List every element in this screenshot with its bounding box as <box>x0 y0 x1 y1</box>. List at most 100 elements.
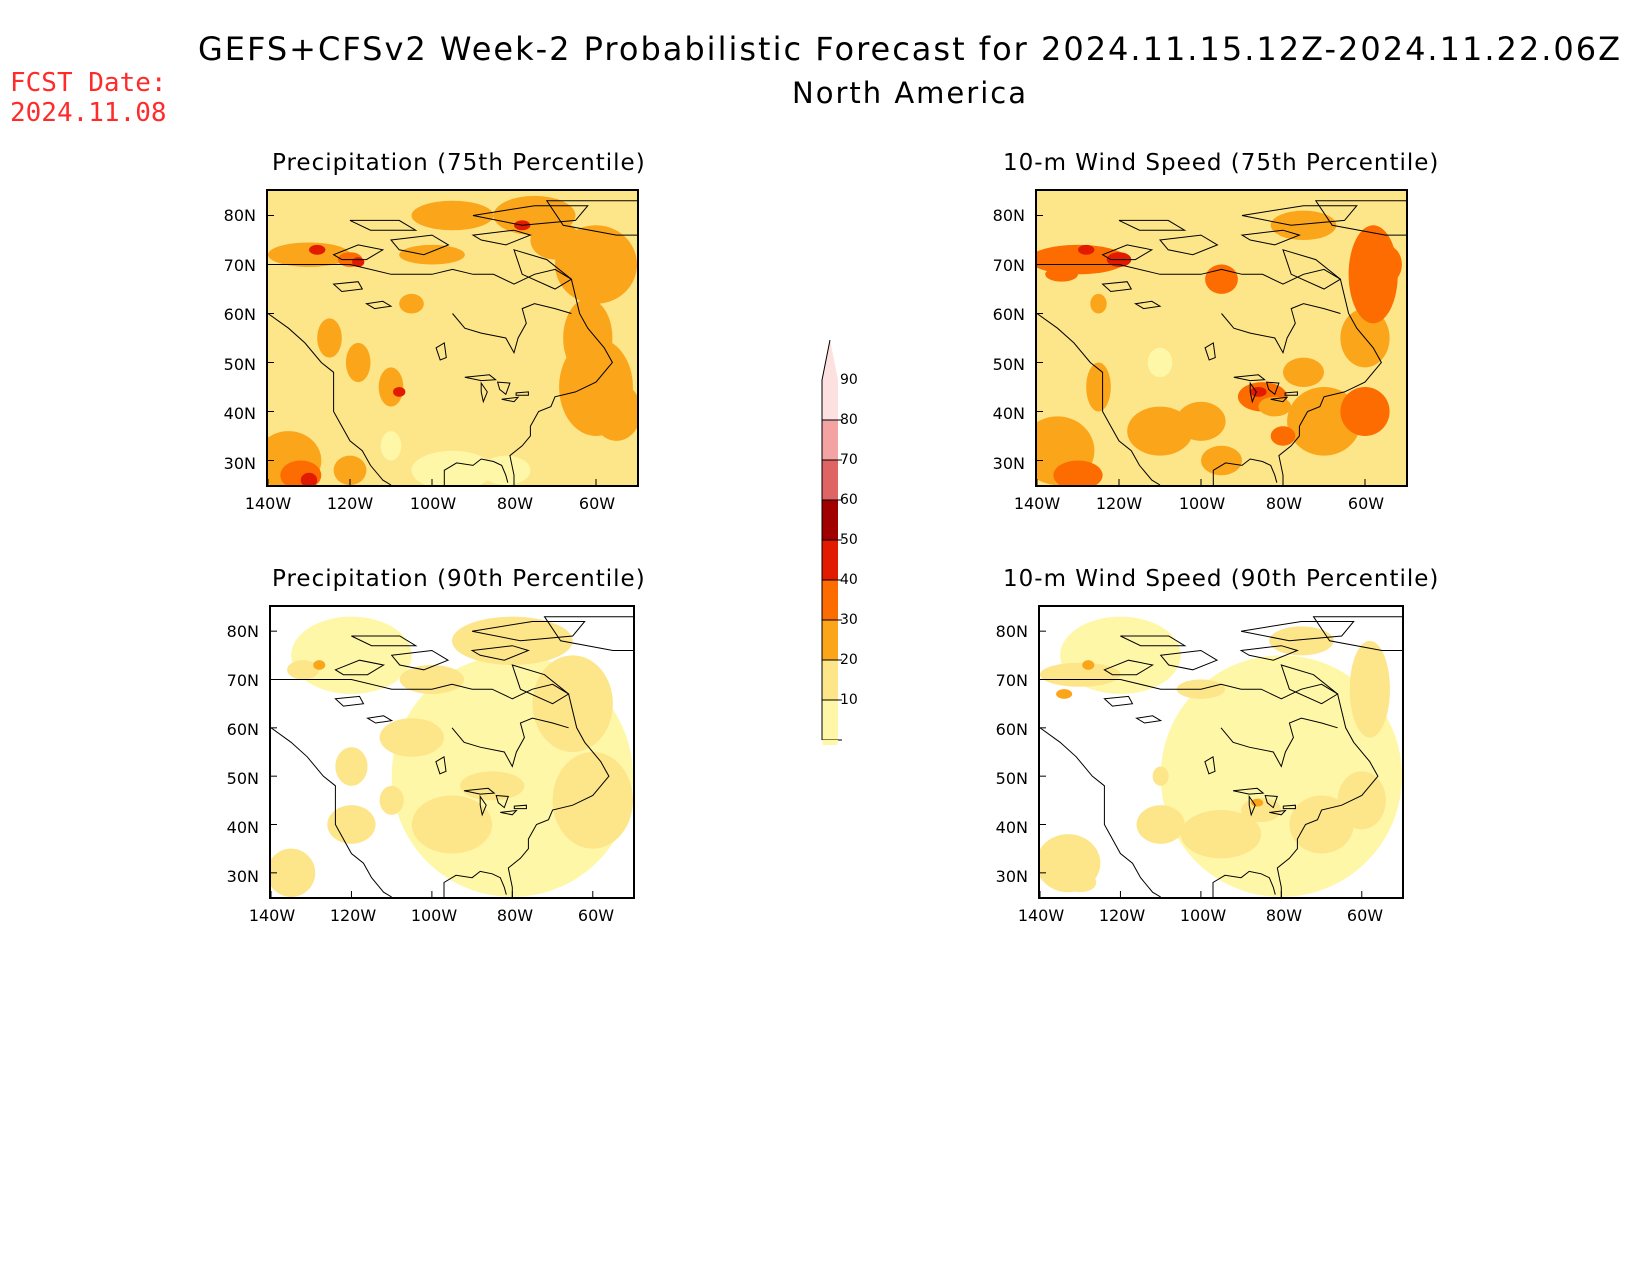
coastline <box>1241 621 1355 642</box>
coastline <box>452 303 572 355</box>
coastline <box>1204 342 1216 361</box>
map-region <box>335 747 368 786</box>
coastline <box>515 391 529 396</box>
coastline <box>1314 200 1406 236</box>
map-region <box>1078 244 1095 255</box>
lon-label: 120W <box>329 906 377 925</box>
lat-label: 80N <box>995 622 1028 641</box>
map-region <box>1086 362 1111 412</box>
map-region <box>317 318 342 358</box>
colorbar-box <box>822 540 838 580</box>
map-region <box>1349 640 1390 738</box>
lat-label: 30N <box>992 454 1025 473</box>
coastline <box>500 809 518 816</box>
lat-label: 40N <box>223 404 256 423</box>
lon-label: 60W <box>578 494 616 513</box>
map-region <box>399 665 465 694</box>
coastline <box>1133 300 1162 310</box>
coastline <box>1204 755 1216 775</box>
coastline <box>464 374 497 382</box>
map-region <box>393 387 406 397</box>
map-region <box>379 785 404 815</box>
coastline <box>543 616 633 651</box>
map-precip90 <box>269 605 635 899</box>
coastline <box>1241 205 1358 226</box>
colorbar-box <box>822 660 838 700</box>
coastline <box>1040 679 1379 897</box>
lat-label: 40N <box>995 818 1028 837</box>
coastline <box>495 794 509 809</box>
lat-label: 30N <box>995 867 1028 886</box>
map-region <box>1136 805 1185 844</box>
coastline <box>390 649 450 671</box>
coastline <box>1120 635 1187 647</box>
colorbar-label: 30 <box>840 612 858 628</box>
lon-label: 120W <box>1095 494 1143 513</box>
coastline <box>443 870 507 897</box>
coastline <box>1265 381 1280 396</box>
colorbar-box <box>822 460 838 500</box>
colorbar-label: 60 <box>840 492 858 508</box>
map-svg <box>1037 191 1406 485</box>
colorbar-label: 50 <box>840 532 858 548</box>
map-region <box>563 298 613 378</box>
lon-label: 100W <box>409 494 457 513</box>
map-region <box>1082 660 1095 670</box>
lon-label: 60W <box>1346 906 1384 925</box>
coastline <box>1101 244 1154 261</box>
colorbar-label: 10 <box>840 692 858 708</box>
map-region <box>1180 810 1262 859</box>
coastline <box>435 342 447 361</box>
lon-label: 80W <box>1265 906 1303 925</box>
map-region <box>380 431 402 461</box>
map-region <box>1251 798 1264 807</box>
lat-label: 30N <box>223 454 256 473</box>
colorbar-cap-bottom <box>822 740 838 745</box>
map-region <box>1270 210 1337 240</box>
map-region <box>493 195 576 236</box>
coastline <box>1037 313 1161 485</box>
lon-label: 100W <box>410 906 458 925</box>
colorbar-label: 90 <box>840 372 858 388</box>
coastline <box>1103 659 1154 676</box>
coastline <box>1220 717 1338 768</box>
map-svg <box>271 607 633 897</box>
lon-label: 100W <box>1179 906 1227 925</box>
coastline <box>271 679 610 897</box>
lon-label: 80W <box>496 494 534 513</box>
map-region <box>411 795 493 854</box>
lat-label: 40N <box>226 818 259 837</box>
lat-label: 60N <box>223 305 256 324</box>
lon-label: 140W <box>244 494 292 513</box>
coastline <box>1240 229 1301 246</box>
coastline <box>1118 219 1187 231</box>
lon-label: 120W <box>326 494 374 513</box>
coastline <box>332 281 364 293</box>
map-region <box>411 450 494 485</box>
map-region <box>1053 460 1103 485</box>
coastline <box>513 249 573 290</box>
coastline <box>1282 804 1296 810</box>
map-region <box>1176 401 1226 441</box>
colorbar-box <box>822 380 838 420</box>
coastline <box>1135 715 1163 724</box>
colorbar-box <box>822 620 838 660</box>
lon-label: 100W <box>1178 494 1226 513</box>
coastline <box>513 804 527 810</box>
lat-label: 80N <box>992 206 1025 225</box>
coastline <box>1037 264 1383 485</box>
map-region <box>1037 244 1128 275</box>
colorbar-cap-top <box>822 340 838 380</box>
lat-label: 50N <box>992 355 1025 374</box>
panel-title-precip75: Precipitation (75th Percentile) <box>272 150 646 176</box>
coastline <box>435 755 447 775</box>
map-wind90 <box>1038 605 1404 899</box>
lon-label: 140W <box>1013 494 1061 513</box>
lat-label: 60N <box>995 720 1028 739</box>
lon-label: 60W <box>577 906 615 925</box>
coastline <box>1270 396 1289 403</box>
colorbar <box>821 339 842 745</box>
colorbar-box <box>822 420 838 460</box>
coastline <box>443 458 509 485</box>
map-region <box>411 200 494 231</box>
